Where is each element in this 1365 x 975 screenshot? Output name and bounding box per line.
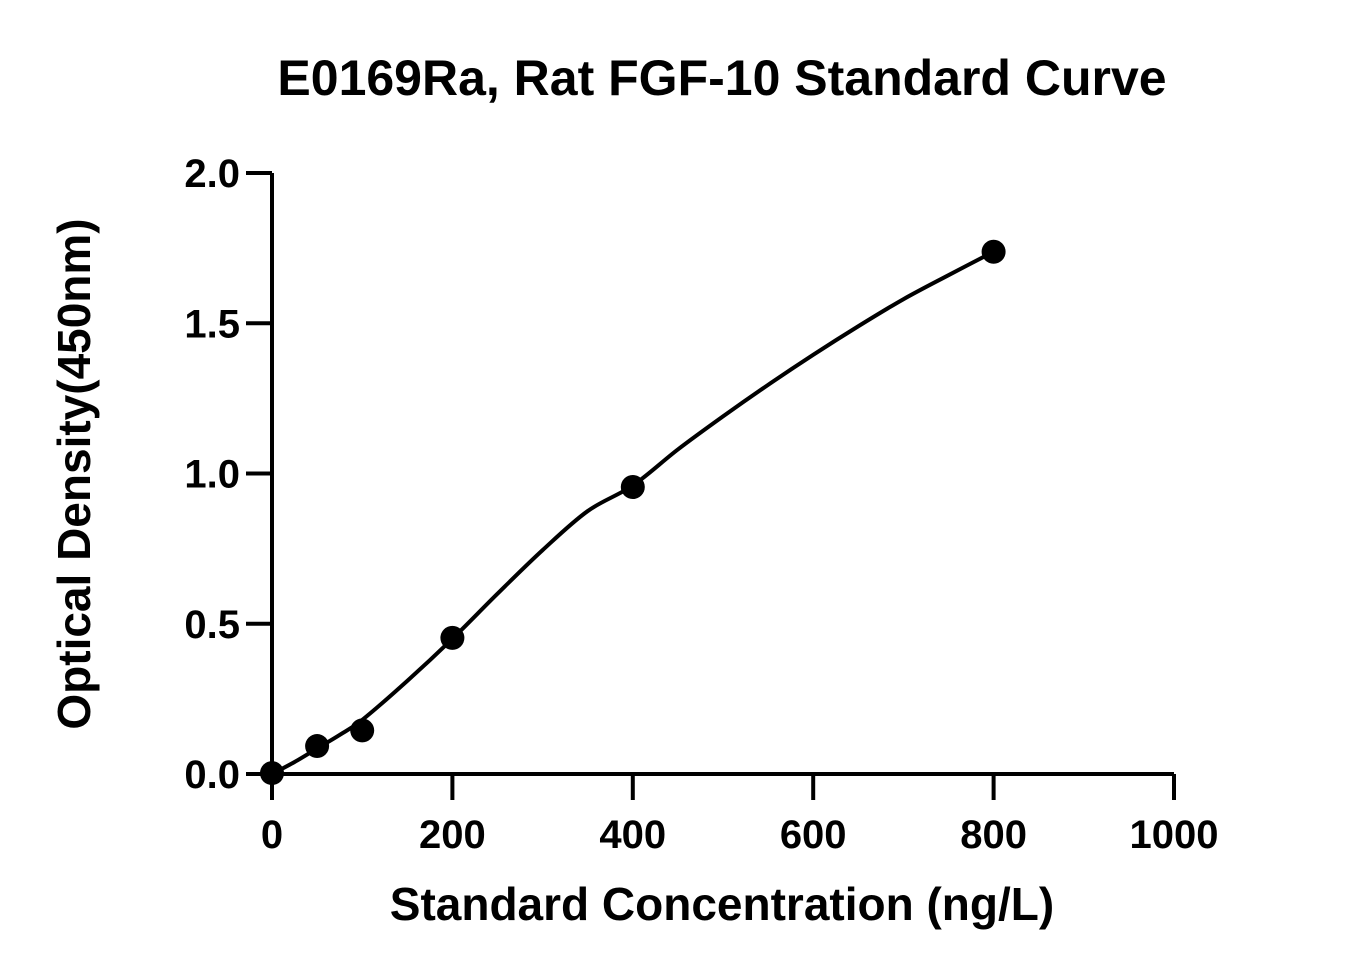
data-point bbox=[440, 625, 465, 650]
data-point bbox=[981, 239, 1006, 264]
x-tick-label: 400 bbox=[599, 813, 666, 857]
y-axis-ticks: 0.0 0.5 1.0 1.5 2.0 bbox=[184, 152, 272, 797]
x-tick-label: 0 bbox=[261, 813, 283, 857]
x-tick-label: 800 bbox=[960, 813, 1027, 857]
fit-curve-line bbox=[271, 249, 995, 776]
x-tick-label: 600 bbox=[780, 813, 847, 857]
y-tick-label: 1.0 bbox=[184, 453, 240, 497]
chart-title: E0169Ra, Rat FGF-10 Standard Curve bbox=[277, 50, 1166, 106]
y-axis-title: Optical Density(450nm) bbox=[48, 218, 100, 729]
x-tick-label: 1000 bbox=[1130, 813, 1219, 857]
x-axis-ticks: 0 200 400 600 800 1000 bbox=[261, 774, 1219, 857]
y-tick-label: 1.5 bbox=[184, 302, 240, 346]
y-tick-label: 0.5 bbox=[184, 603, 240, 647]
data-point bbox=[260, 761, 284, 786]
data-point bbox=[620, 475, 645, 500]
x-tick-label: 200 bbox=[419, 813, 486, 857]
data-point bbox=[350, 718, 375, 743]
x-axis-title: Standard Concentration (ng/L) bbox=[390, 878, 1054, 930]
y-tick-label: 0.0 bbox=[184, 753, 240, 797]
y-axis-title-group: Optical Density(450nm) bbox=[48, 218, 100, 729]
data-points bbox=[260, 239, 1006, 786]
y-tick-label: 2.0 bbox=[184, 152, 240, 196]
data-point bbox=[305, 734, 330, 759]
